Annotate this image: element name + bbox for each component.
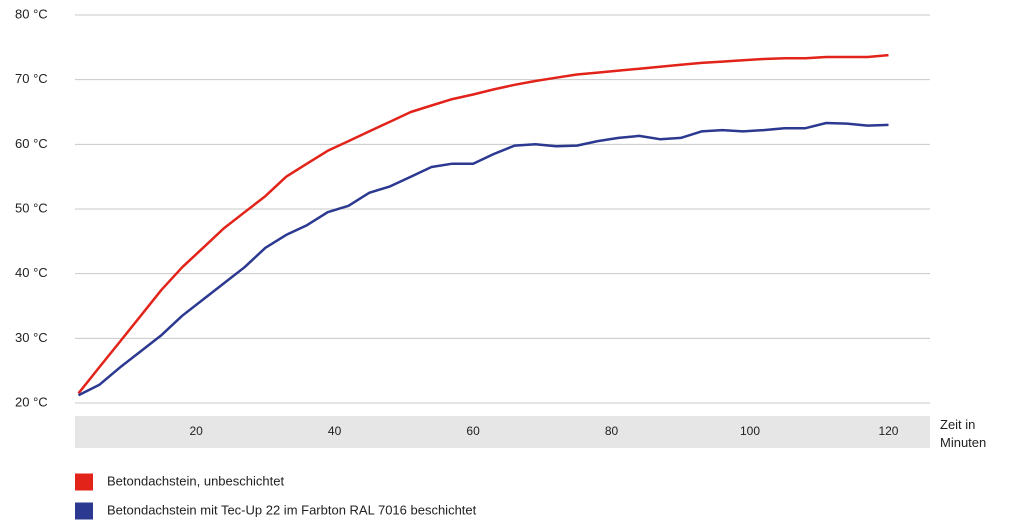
x-axis-band <box>75 416 930 448</box>
y-tick-label: 50 °C <box>15 200 48 215</box>
y-tick-label: 70 °C <box>15 71 48 86</box>
y-tick-label: 30 °C <box>15 330 48 345</box>
x-tick-label: 100 <box>740 424 760 438</box>
data-line <box>77 121 889 397</box>
legend-swatch <box>75 473 93 491</box>
x-tick-label: 120 <box>878 424 898 438</box>
x-tick-label: 80 <box>605 424 619 438</box>
legend-label: Betondachstein mit Tec-Up 22 im Farbton … <box>107 502 477 517</box>
x-tick-label: 40 <box>328 424 342 438</box>
x-tick-label: 20 <box>189 424 203 438</box>
legend-label: Betondachstein, unbeschichtet <box>107 473 284 488</box>
y-tick-label: 20 °C <box>15 394 48 409</box>
y-tick-label: 80 °C <box>15 6 48 21</box>
x-tick-label: 60 <box>466 424 480 438</box>
legend-swatch <box>75 502 93 520</box>
x-axis-label: Zeit in Minuten <box>940 417 986 450</box>
y-tick-label: 60 °C <box>15 136 48 151</box>
data-line <box>77 53 889 395</box>
y-tick-label: 40 °C <box>15 265 48 280</box>
